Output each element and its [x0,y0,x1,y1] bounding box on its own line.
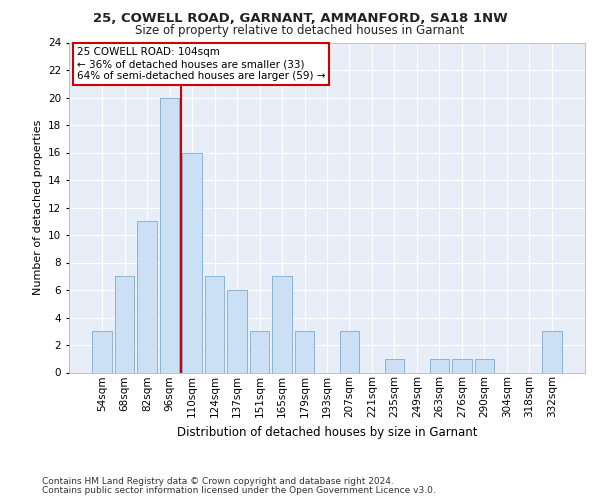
Text: Contains HM Land Registry data © Crown copyright and database right 2024.: Contains HM Land Registry data © Crown c… [42,477,394,486]
Bar [340,331,359,372]
Bar [227,290,247,372]
Bar [182,152,202,372]
Bar [272,276,292,372]
Text: 25 COWELL ROAD: 104sqm
← 36% of detached houses are smaller (33)
64% of semi-det: 25 COWELL ROAD: 104sqm ← 36% of detached… [77,48,325,80]
Text: Size of property relative to detached houses in Garnant: Size of property relative to detached ho… [136,24,464,37]
Bar [250,331,269,372]
Bar [430,359,449,372]
Bar [475,359,494,372]
Bar [542,331,562,372]
Bar [452,359,472,372]
Bar [295,331,314,372]
Bar [160,98,179,372]
X-axis label: Distribution of detached houses by size in Garnant: Distribution of detached houses by size … [177,426,477,438]
Text: 25, COWELL ROAD, GARNANT, AMMANFORD, SA18 1NW: 25, COWELL ROAD, GARNANT, AMMANFORD, SA1… [92,12,508,26]
Bar [92,331,112,372]
Y-axis label: Number of detached properties: Number of detached properties [32,120,43,295]
Bar [205,276,224,372]
Bar [115,276,134,372]
Bar [137,221,157,372]
Bar [385,359,404,372]
Text: Contains public sector information licensed under the Open Government Licence v3: Contains public sector information licen… [42,486,436,495]
